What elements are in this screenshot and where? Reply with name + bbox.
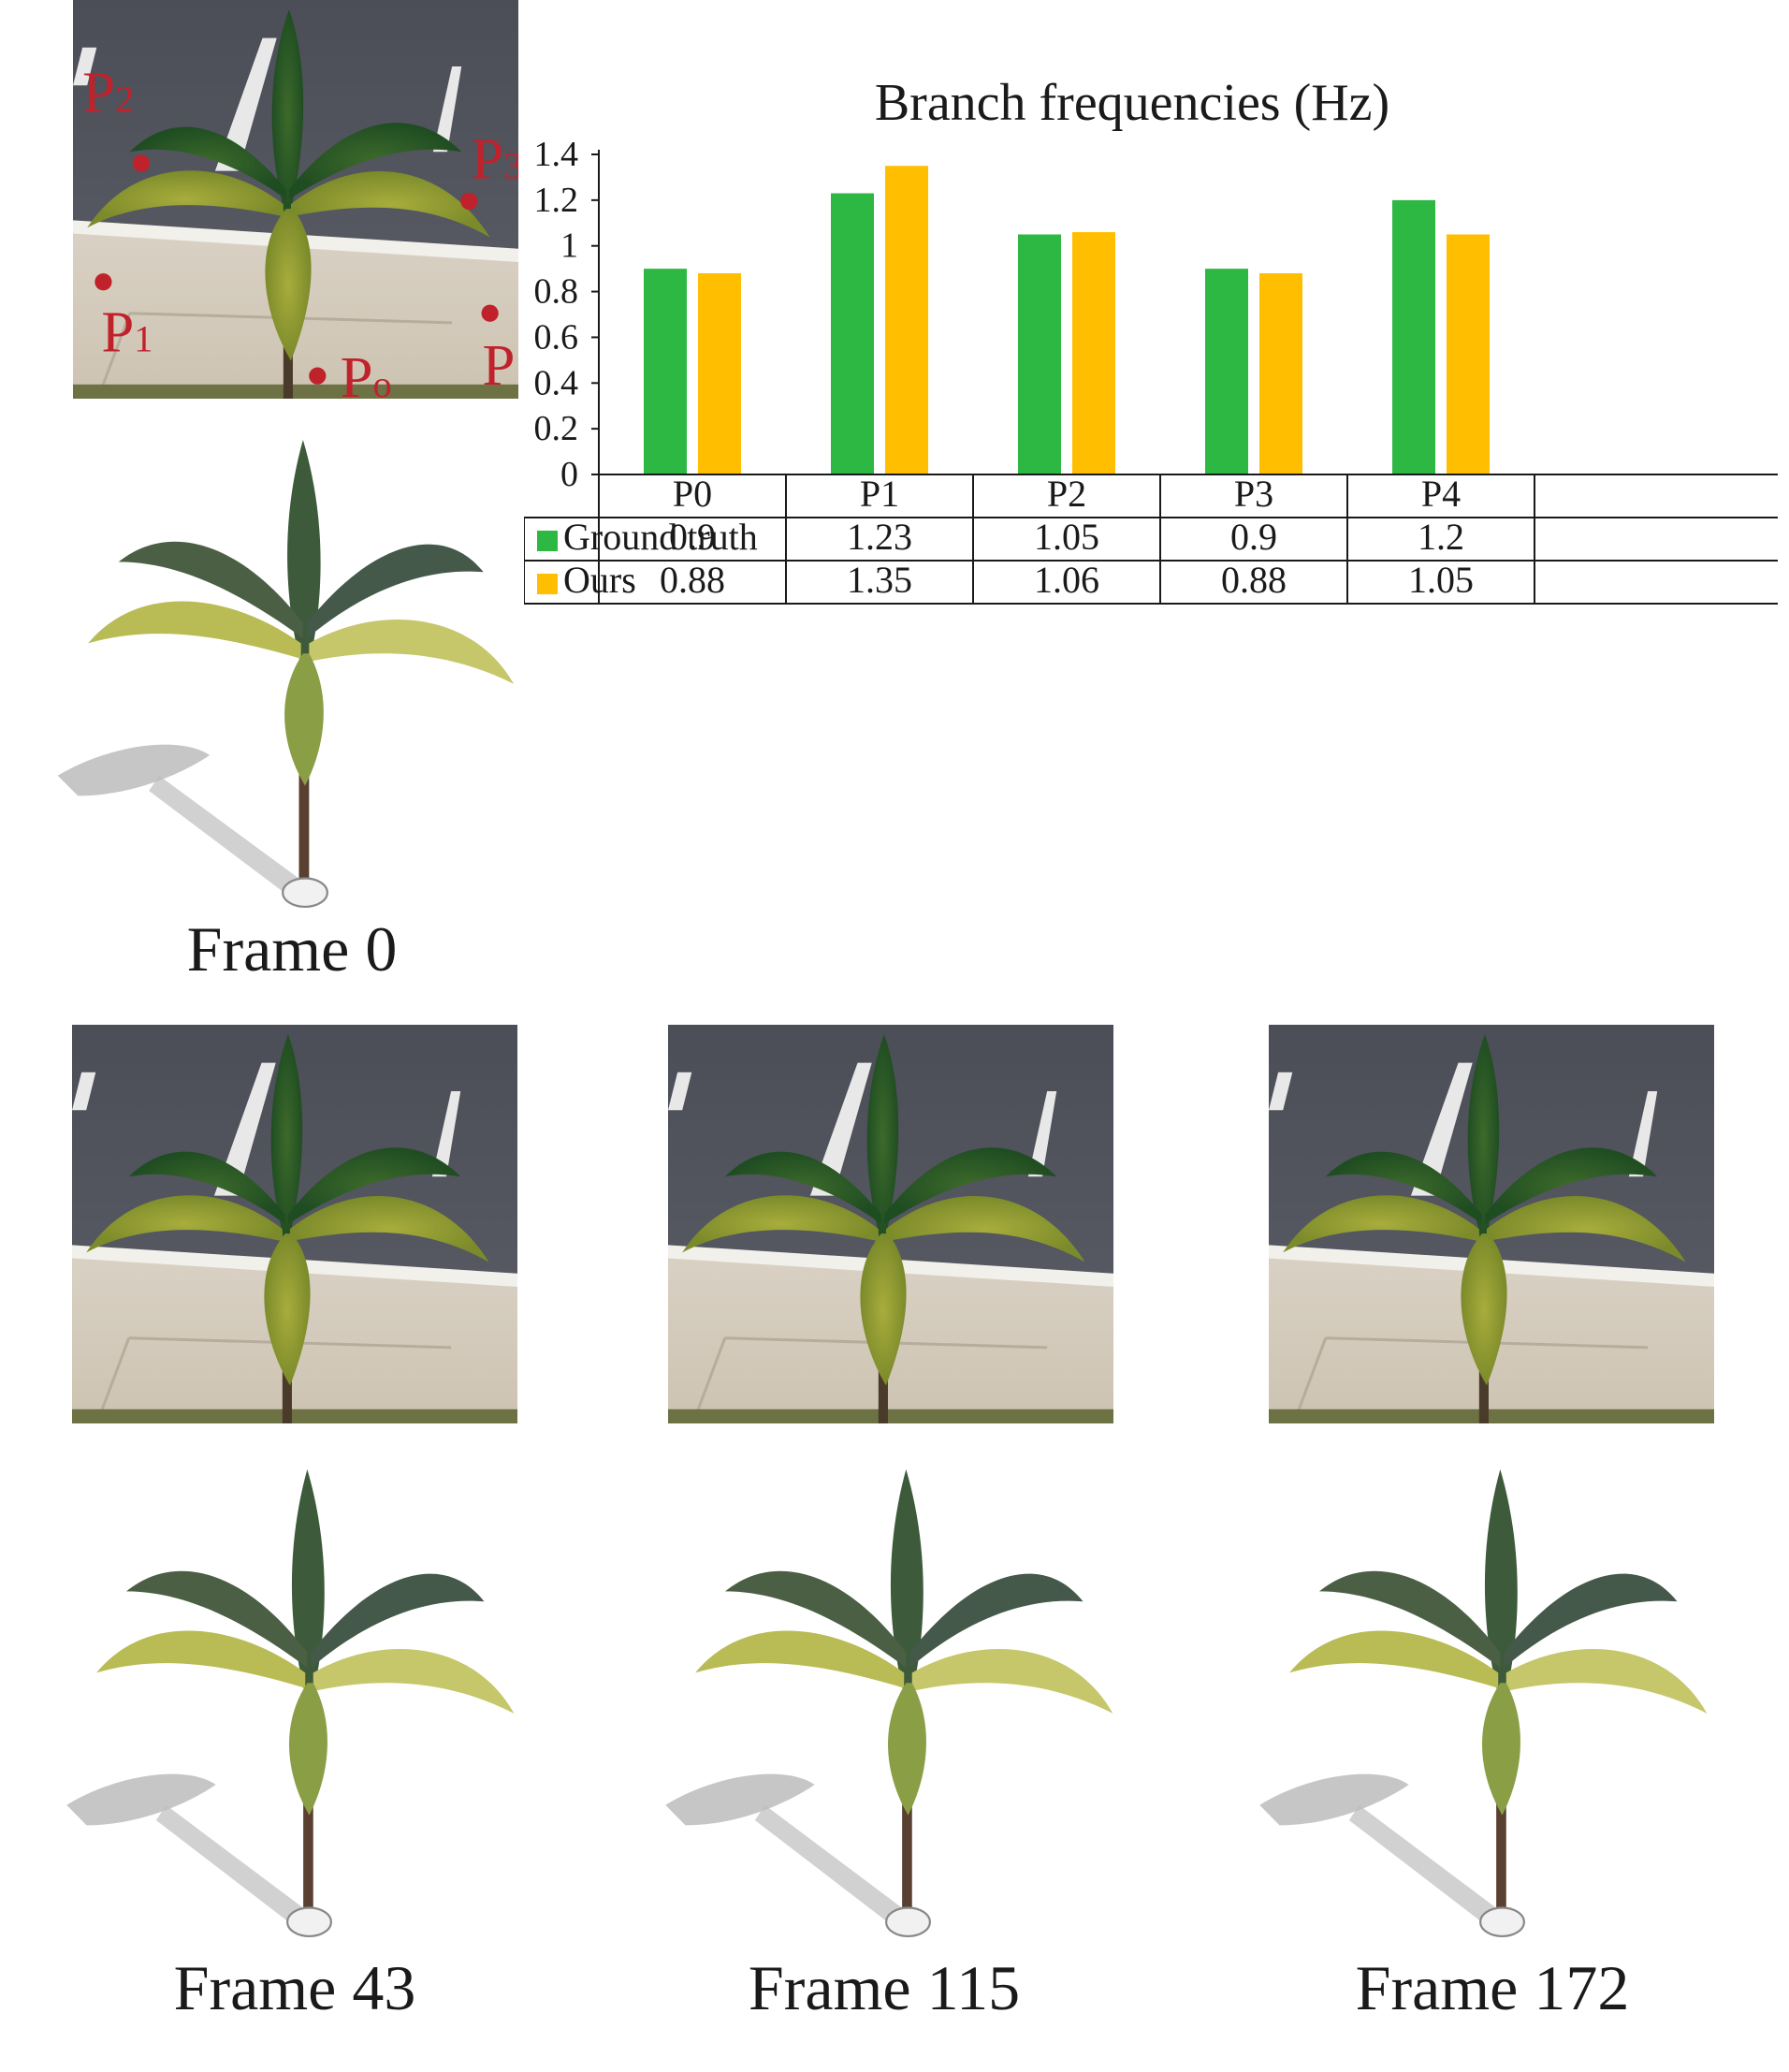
marker-p0	[309, 367, 327, 385]
legend-swatch-ours	[537, 574, 558, 594]
legend-label-ground-truth: Ground truth	[563, 516, 758, 558]
frame-caption-0: Frame 0	[186, 913, 398, 985]
x-category-label: P1	[860, 473, 899, 515]
input-photo-frame-172	[1269, 1025, 1714, 1423]
y-tick-label: 1	[560, 226, 578, 266]
point-label-p2: P2	[82, 60, 134, 125]
marker-p3	[460, 192, 478, 211]
bar-P2-ground-truth	[1018, 234, 1061, 474]
bar-P3-ours	[1259, 273, 1302, 474]
table-value: 1.35	[847, 559, 912, 601]
table-value: 0.9	[1230, 516, 1277, 558]
bar-P4-ground-truth	[1392, 199, 1435, 474]
legend-swatch-ground-truth	[537, 531, 558, 551]
frame-caption-115: Frame 115	[748, 1952, 1021, 2023]
annotated-input-photo: P2 P3 P1 Po P	[73, 0, 518, 399]
marker-p2	[132, 154, 151, 172]
bar-P1-ours	[885, 166, 928, 474]
render-frame-172	[1240, 1469, 1717, 1937]
y-tick-label: 0.8	[534, 272, 579, 312]
bar-P4-ours	[1447, 234, 1490, 474]
render-frame-0	[37, 440, 524, 908]
bar-P0-ground-truth	[644, 269, 687, 474]
render-frame-115	[646, 1469, 1123, 1937]
point-label-p3: P3	[471, 126, 518, 192]
point-label-p4: P	[483, 332, 516, 398]
input-photo-frame-115	[668, 1025, 1113, 1423]
input-photo-frame-43	[72, 1025, 517, 1423]
branch-point-markers	[95, 154, 499, 385]
x-category-label: P0	[673, 473, 712, 515]
legend-label-ours: Ours	[563, 559, 636, 601]
chart-title: Branch frequencies (Hz)	[875, 74, 1389, 132]
table-value: 1.23	[847, 516, 912, 558]
x-category-label: P2	[1047, 473, 1086, 515]
bar-P2-ours	[1072, 232, 1115, 475]
point-label-p1: P1	[101, 299, 153, 364]
x-category-label: P4	[1421, 473, 1461, 515]
frame-caption-172: Frame 172	[1355, 1952, 1630, 2023]
frame-caption-43: Frame 43	[173, 1952, 416, 2023]
x-category-label: P3	[1234, 473, 1273, 515]
table-value: 1.06	[1034, 559, 1099, 601]
marker-p4	[481, 304, 499, 322]
render-frame-43	[47, 1469, 524, 1937]
y-tick-label: 0.4	[534, 363, 579, 402]
table-value: 0.9	[669, 516, 716, 558]
y-tick-label: 1.2	[534, 181, 579, 220]
table-value: 1.05	[1408, 559, 1474, 601]
point-label-p0: Po	[341, 344, 392, 399]
table-value: 1.05	[1034, 516, 1099, 558]
branch-frequency-chart: Branch frequencies (Hz) 0 0.2 0.4 0.6 0.8 1 1.…	[524, 74, 1778, 605]
bar-P1-ground-truth	[831, 193, 874, 474]
table-value: 1.2	[1418, 516, 1464, 558]
y-tick-label: 0.6	[534, 317, 579, 357]
bar-P3-ground-truth	[1205, 269, 1248, 474]
y-tick-label: 1.4	[534, 135, 579, 174]
table-value: 0.88	[1221, 559, 1287, 601]
table-value: 0.88	[660, 559, 725, 601]
marker-p1	[95, 273, 112, 291]
y-tick-label: 0	[560, 455, 578, 494]
bar-P0-ours	[698, 273, 741, 474]
y-tick-label: 0.2	[534, 409, 579, 448]
